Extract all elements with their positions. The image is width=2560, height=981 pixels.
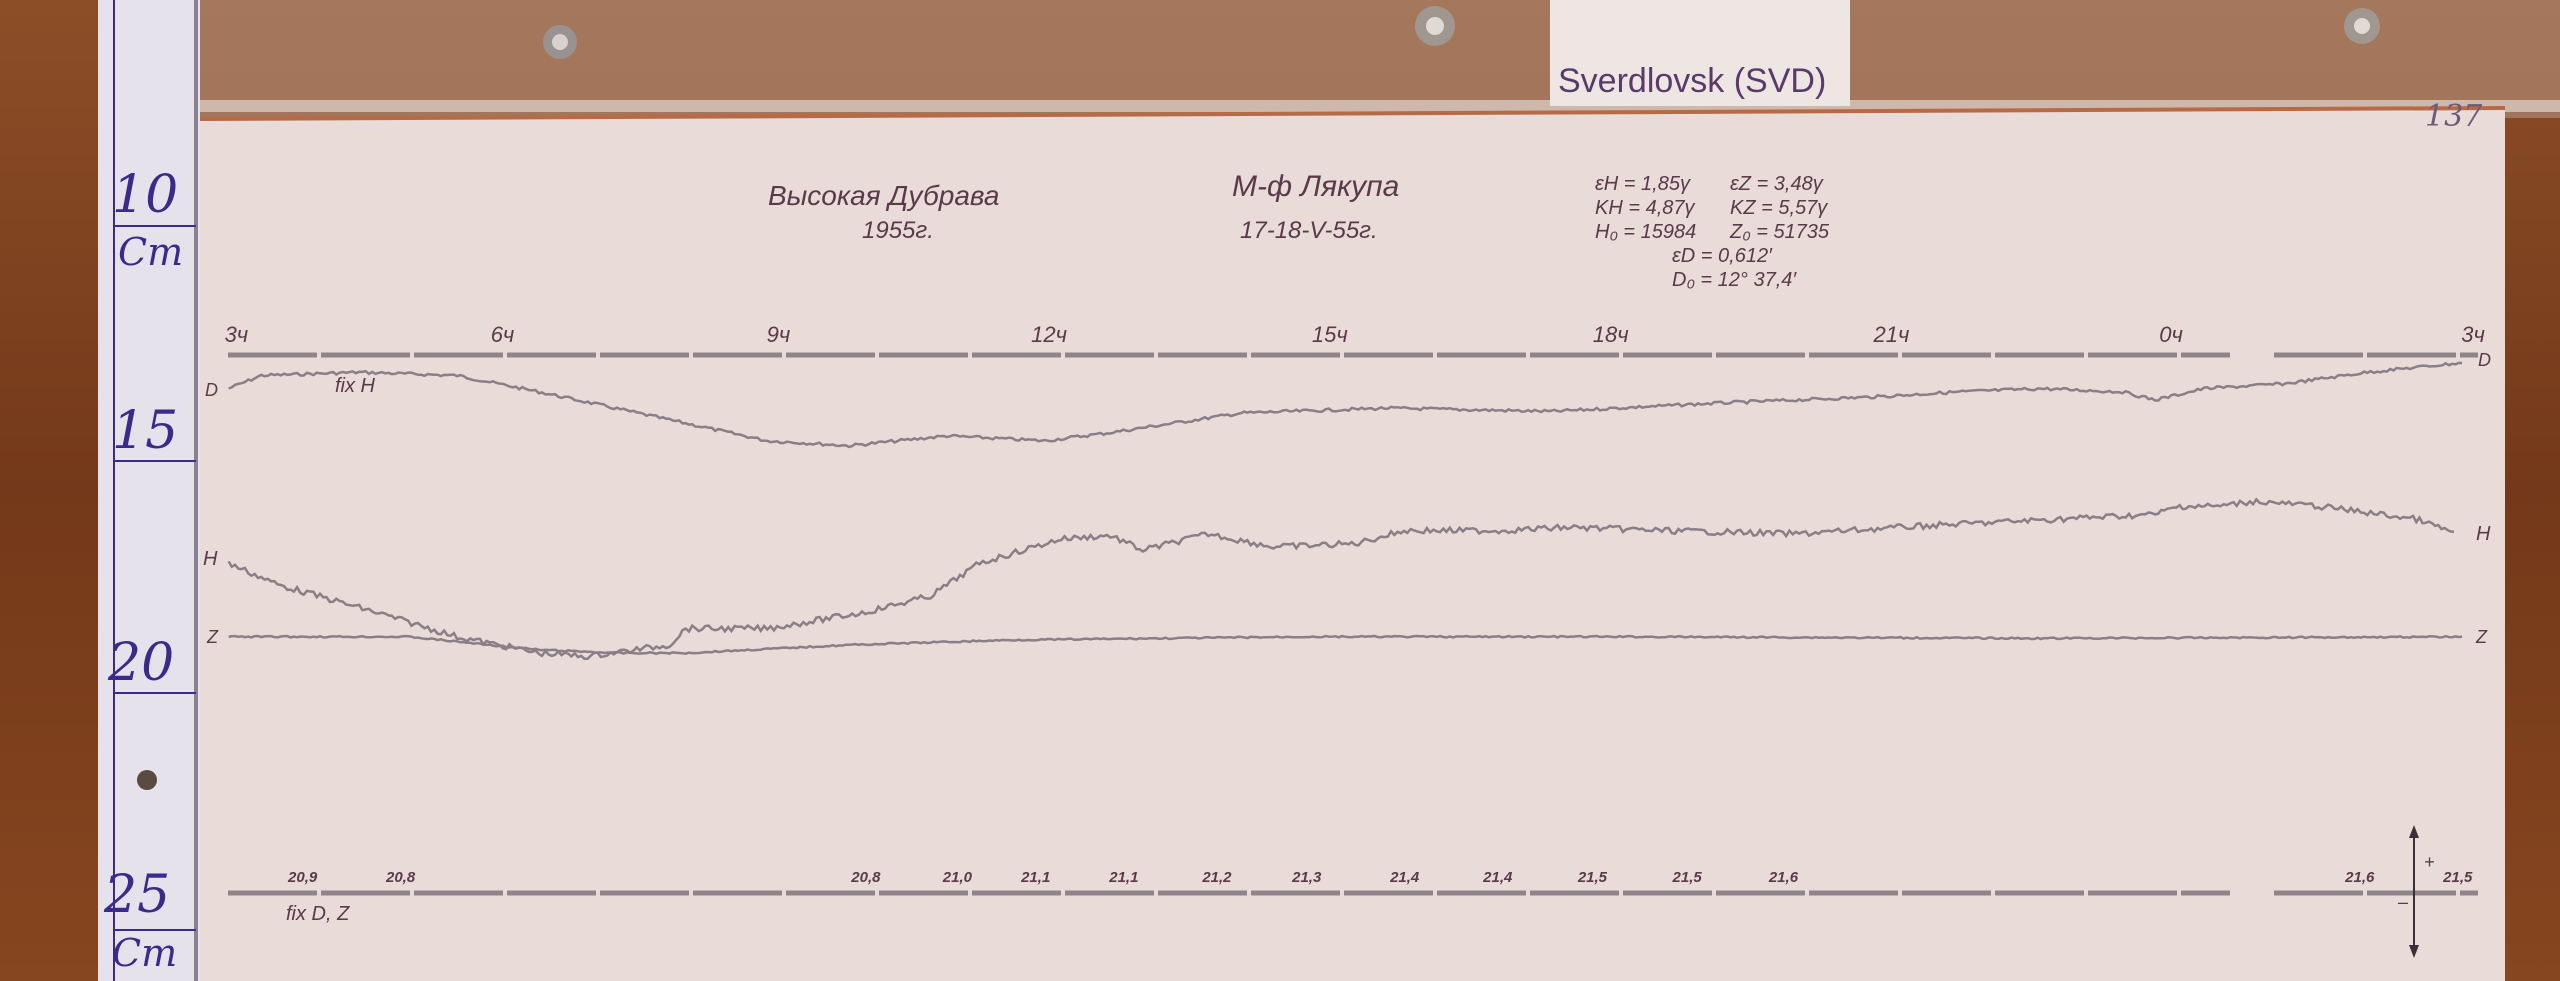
station-label: Sverdlovsk (SVD)	[1558, 62, 1826, 100]
temperature-label: 20,9	[287, 869, 318, 886]
param-h0: H₀ = 15984	[1595, 221, 1696, 243]
polarity-minus: –	[2397, 892, 2409, 912]
ruler-mark-15: 15	[112, 401, 178, 461]
magnetogram-paper	[200, 108, 2505, 981]
screw-icon	[2344, 8, 2380, 44]
ruler-hole	[137, 770, 157, 790]
screw-icon	[543, 25, 577, 59]
temperature-label: 20,8	[850, 869, 881, 886]
param-k-h: KH = 4,87γ	[1595, 197, 1696, 219]
traces	[227, 361, 2463, 661]
trace-label-h-left: H	[203, 548, 218, 570]
trace-label-d-right: D	[2478, 350, 2491, 370]
hour-label: 12ч	[1031, 322, 1067, 347]
temperature-label: 21,2	[1201, 869, 1232, 886]
page-number: 137	[2425, 99, 2483, 134]
temperature-label: 21,4	[1389, 869, 1420, 886]
temperature-label: 21,6	[1768, 869, 1799, 886]
station-label-card	[1550, 0, 1850, 106]
declination-trace	[228, 361, 2463, 449]
fix-dz-label: fix D, Z	[286, 903, 350, 925]
trace-label-h-right: H	[2476, 523, 2491, 545]
temperature-label: 20,8	[385, 869, 416, 886]
baselines	[228, 352, 2478, 896]
temperature-label: 21,4	[1482, 869, 1513, 886]
temperature-label: 21,3	[1291, 869, 1322, 886]
vertical-intensity-trace	[228, 634, 2463, 656]
temperature-labels: 20,9 20,8 20,8 21,0 21,1 21,1 21,2 21,3 21,4 21,4…	[287, 869, 2473, 886]
ruler-mark-25: 25	[103, 865, 170, 925]
plastic-cover-strip	[195, 0, 2560, 118]
temperature-label: 21,5	[1577, 869, 1608, 886]
ruler-unit-bottom: Cm	[112, 931, 177, 975]
hour-label: 3ч	[2461, 322, 2485, 347]
trace-label-d-left: D	[205, 380, 218, 400]
hour-labels: 3ч 6ч 9ч 12ч 15ч 18ч 21ч 0ч 3ч	[225, 322, 2485, 347]
screw-icon	[1415, 6, 1455, 46]
trace-label-z-left: Z	[206, 627, 219, 647]
hour-label: 6ч	[491, 322, 515, 347]
hour-label: 18ч	[1593, 322, 1629, 347]
horizontal-intensity-trace	[227, 497, 2454, 661]
temperature-label: 21,0	[942, 869, 973, 886]
record-year: 1955г.	[862, 217, 934, 244]
hour-label: 0ч	[2159, 322, 2183, 347]
temperature-label: 21,6	[2344, 869, 2375, 886]
temperature-label: 21,1	[1108, 869, 1138, 886]
record-date: 17-18-V-55г.	[1240, 217, 1378, 244]
station-name: Высокая Дубрава	[768, 180, 1000, 211]
temperature-label: 21,5	[1672, 869, 1703, 886]
hour-label: 15ч	[1312, 322, 1348, 347]
trace-label-z-right: Z	[2475, 627, 2488, 647]
ruler-mark-10: 10	[112, 165, 178, 225]
param-d0: D₀ = 12° 37,4′	[1672, 269, 1797, 291]
temperature-label: 21,1	[1020, 869, 1050, 886]
temperature-label: 21,5	[2442, 869, 2473, 886]
ruler-unit: Cm	[118, 230, 183, 274]
param-eps-z: εZ = 3,48γ	[1730, 173, 1824, 195]
hour-label: 9ч	[767, 322, 791, 347]
polarity-arrow-icon	[2409, 825, 2419, 958]
observer-name: М-ф Лякупа	[1232, 170, 1399, 203]
param-eps-d: εD = 0,612′	[1672, 245, 1773, 267]
polarity-plus: +	[2424, 852, 2435, 872]
param-z0: Z₀ = 51735	[1729, 221, 1830, 243]
param-k-z: KZ = 5,57γ	[1730, 197, 1828, 219]
hour-label: 21ч	[1873, 322, 1910, 347]
param-eps-h: εH = 1,85γ	[1595, 173, 1691, 195]
fix-h-label: fix H	[335, 375, 376, 397]
hour-label: 3ч	[225, 322, 249, 347]
ruler-mark-20: 20	[107, 633, 174, 693]
